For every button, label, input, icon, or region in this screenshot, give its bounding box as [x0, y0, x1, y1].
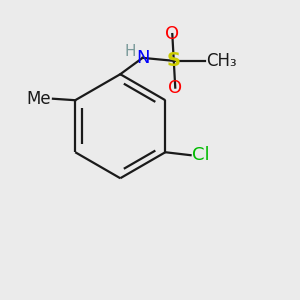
- Text: S: S: [167, 51, 181, 70]
- Text: O: O: [168, 79, 182, 97]
- Text: O: O: [165, 25, 179, 43]
- Text: Me: Me: [27, 90, 52, 108]
- Text: H: H: [124, 44, 136, 59]
- Text: CH₃: CH₃: [206, 52, 237, 70]
- Text: Cl: Cl: [192, 146, 210, 164]
- Text: N: N: [136, 49, 149, 67]
